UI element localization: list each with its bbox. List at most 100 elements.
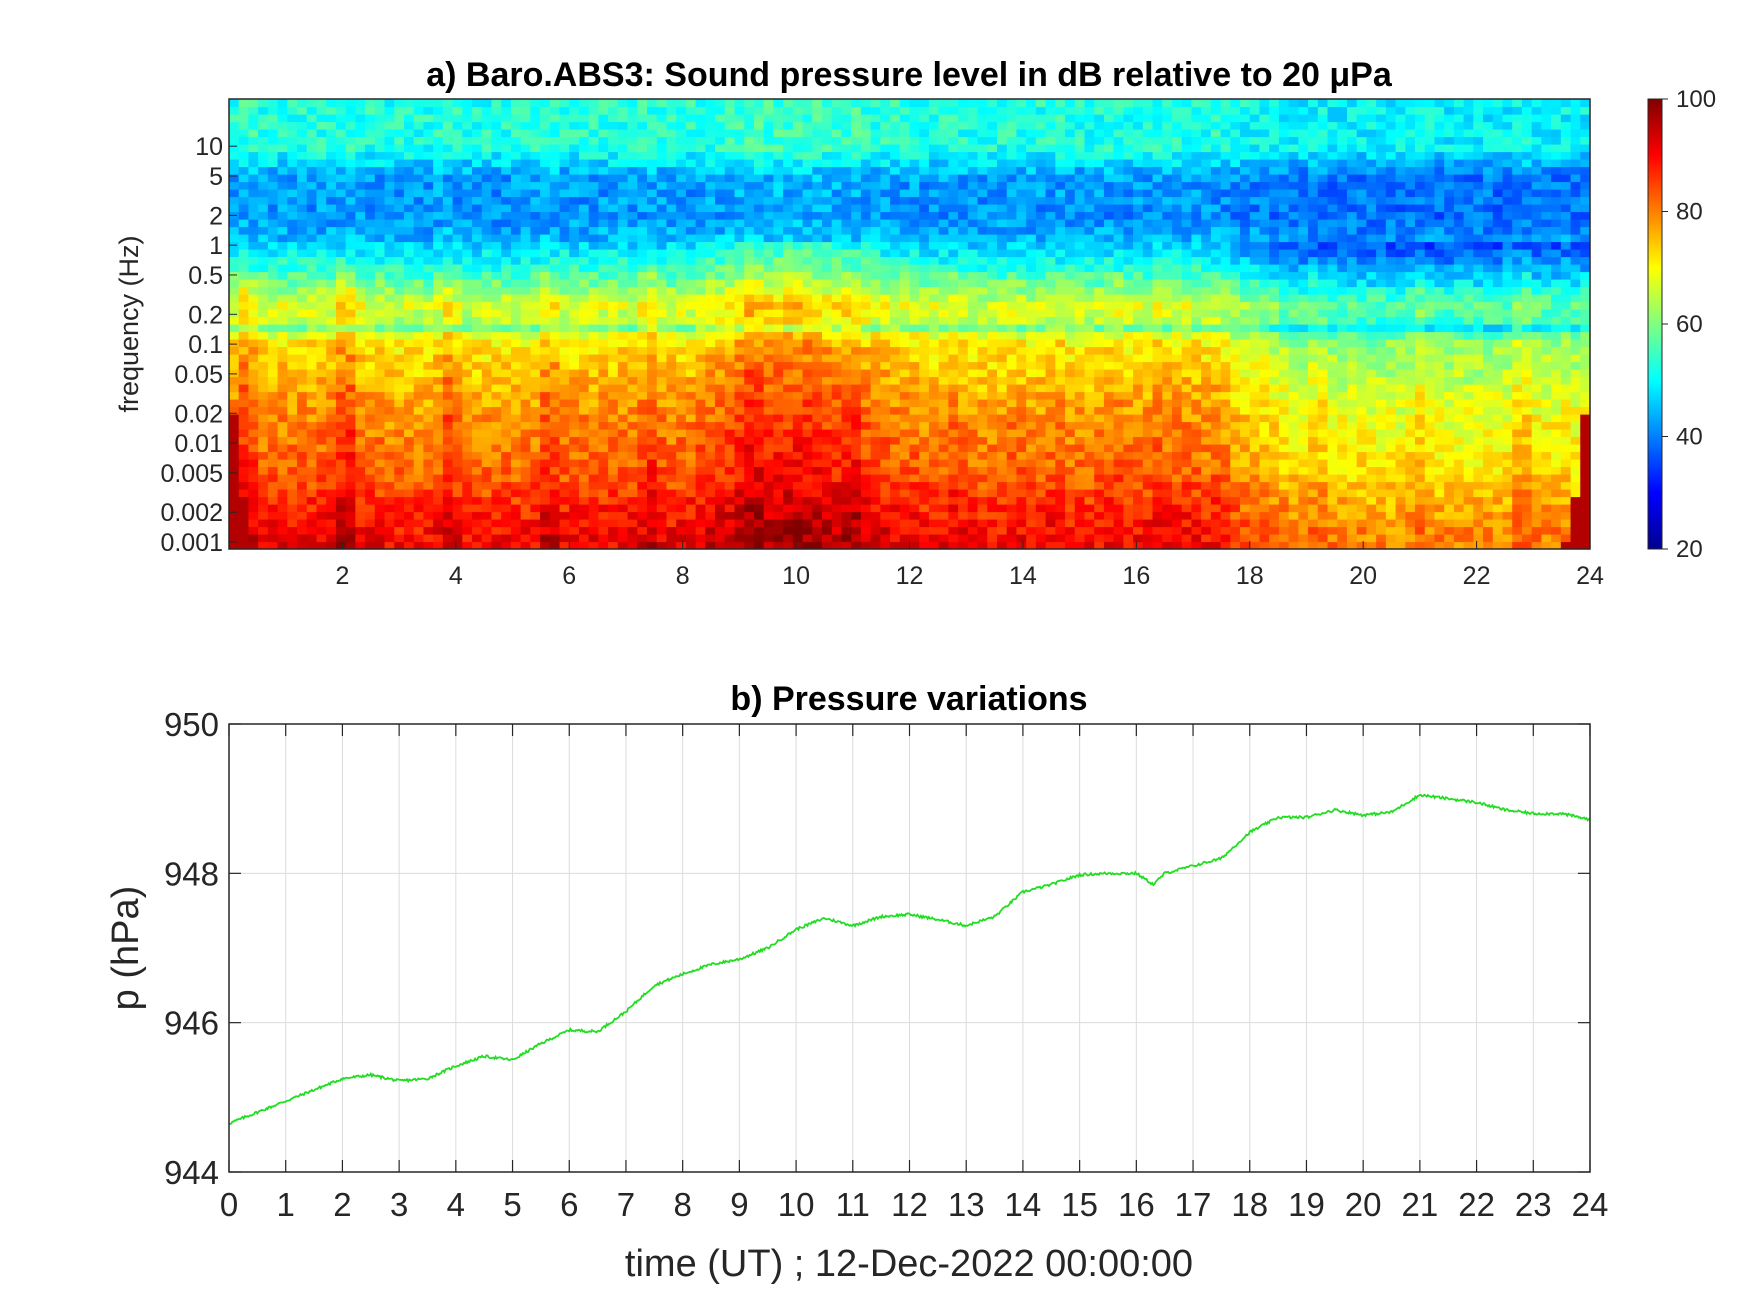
heatmap-cell [598, 474, 609, 483]
heatmap-cell [442, 279, 454, 288]
heatmap-cell [705, 211, 716, 220]
heatmap-cell [588, 219, 600, 228]
heatmap-cell [656, 166, 668, 175]
heatmap-cell [452, 256, 463, 265]
heatmap-cell [549, 474, 561, 483]
heatmap-cell [734, 256, 745, 265]
heatmap-cell [812, 121, 823, 130]
heatmap-cell [812, 511, 823, 520]
heatmap-cell [335, 196, 347, 205]
heatmap-cell [1016, 189, 1027, 198]
heatmap-cell [403, 519, 415, 528]
heatmap-cell [919, 324, 930, 333]
heatmap-cell [413, 399, 425, 408]
heatmap-cell [841, 181, 852, 190]
heatmap-cell [462, 421, 473, 430]
heatmap-cell [812, 339, 823, 348]
heatmap-cell [792, 114, 804, 123]
heatmap-cell [637, 114, 648, 123]
heatmap-cell [666, 159, 677, 168]
heatmap-cell [841, 204, 852, 213]
heatmap-cell [462, 309, 473, 318]
heatmap-cell [472, 249, 483, 258]
heatmap-cell [987, 204, 998, 213]
heatmap-cell [831, 361, 843, 370]
heatmap-cell [802, 309, 813, 318]
heatmap-cell [734, 196, 745, 205]
heatmap-cell [909, 406, 920, 415]
heatmap-cell [403, 436, 415, 445]
heatmap-cell [501, 406, 512, 415]
heatmap-cell [870, 294, 881, 303]
heatmap-cell [316, 496, 327, 505]
heatmap-cell [442, 406, 454, 415]
heatmap-cell [481, 181, 493, 190]
heatmap-cell [569, 106, 580, 115]
heatmap-cell [899, 181, 911, 190]
heatmap-cell [773, 399, 784, 408]
heatmap-cell [267, 376, 279, 385]
heatmap-cell [433, 376, 444, 385]
heatmap-cell [802, 166, 813, 175]
heatmap-cell [491, 496, 502, 505]
heatmap-cell [326, 196, 337, 205]
heatmap-cell [802, 121, 813, 130]
heatmap-cell [783, 151, 794, 160]
heatmap-cell [267, 406, 279, 415]
heatmap-cell [870, 504, 881, 513]
heatmap-cell [588, 414, 600, 423]
heatmap-cell [452, 249, 463, 258]
heatmap-cell [510, 331, 522, 340]
heatmap-cell [919, 391, 930, 400]
heatmap-cell [297, 249, 308, 258]
heatmap-cell [685, 241, 697, 250]
heatmap-cell [277, 241, 288, 250]
heatmap-cell [520, 496, 531, 505]
heatmap-cell [578, 339, 590, 348]
heatmap-cell [297, 444, 308, 453]
heatmap-cell [919, 474, 930, 483]
heatmap-cell [666, 144, 677, 153]
heatmap-cell [792, 121, 804, 130]
heatmap-cell [306, 301, 318, 310]
heatmap-cell [987, 189, 998, 198]
heatmap-cell [374, 459, 386, 468]
heatmap-cell [287, 406, 298, 415]
heatmap-cell [326, 106, 337, 115]
heatmap-cell [258, 226, 269, 235]
heatmap-cell [345, 316, 356, 325]
heatmap-cell [617, 489, 629, 498]
heatmap-cell [909, 519, 920, 528]
heatmap-cell [831, 489, 843, 498]
heatmap-cell [928, 436, 940, 445]
heatmap-cell [229, 309, 240, 318]
heatmap-cell [928, 286, 940, 295]
heatmap-cell [705, 391, 716, 400]
heatmap-cell [753, 376, 765, 385]
heatmap-cell [996, 279, 1008, 288]
heatmap-cell [491, 474, 502, 483]
heatmap-cell [715, 346, 726, 355]
heatmap-cell [267, 241, 279, 250]
heatmap-cell [462, 324, 473, 333]
heatmap-cell [948, 511, 959, 520]
heatmap-cell [656, 226, 668, 235]
heatmap-cell [501, 504, 512, 513]
heatmap-cell [229, 324, 240, 333]
heatmap-cell [520, 519, 531, 528]
heatmap-cell [267, 331, 279, 340]
heatmap-cell [452, 204, 463, 213]
heatmap-cell [676, 181, 687, 190]
heatmap-cell [870, 181, 881, 190]
heatmap-cell [734, 541, 745, 549]
heatmap-cell [744, 234, 755, 243]
heatmap-cell [248, 459, 259, 468]
heatmap-cell [899, 414, 911, 423]
heatmap-cell [578, 324, 590, 333]
heatmap-cell [822, 99, 833, 108]
heatmap-cell [676, 226, 687, 235]
heatmap-cell [1016, 526, 1027, 535]
heatmap-cell [685, 144, 697, 153]
heatmap-cell [326, 249, 337, 258]
heatmap-cell [297, 534, 308, 543]
